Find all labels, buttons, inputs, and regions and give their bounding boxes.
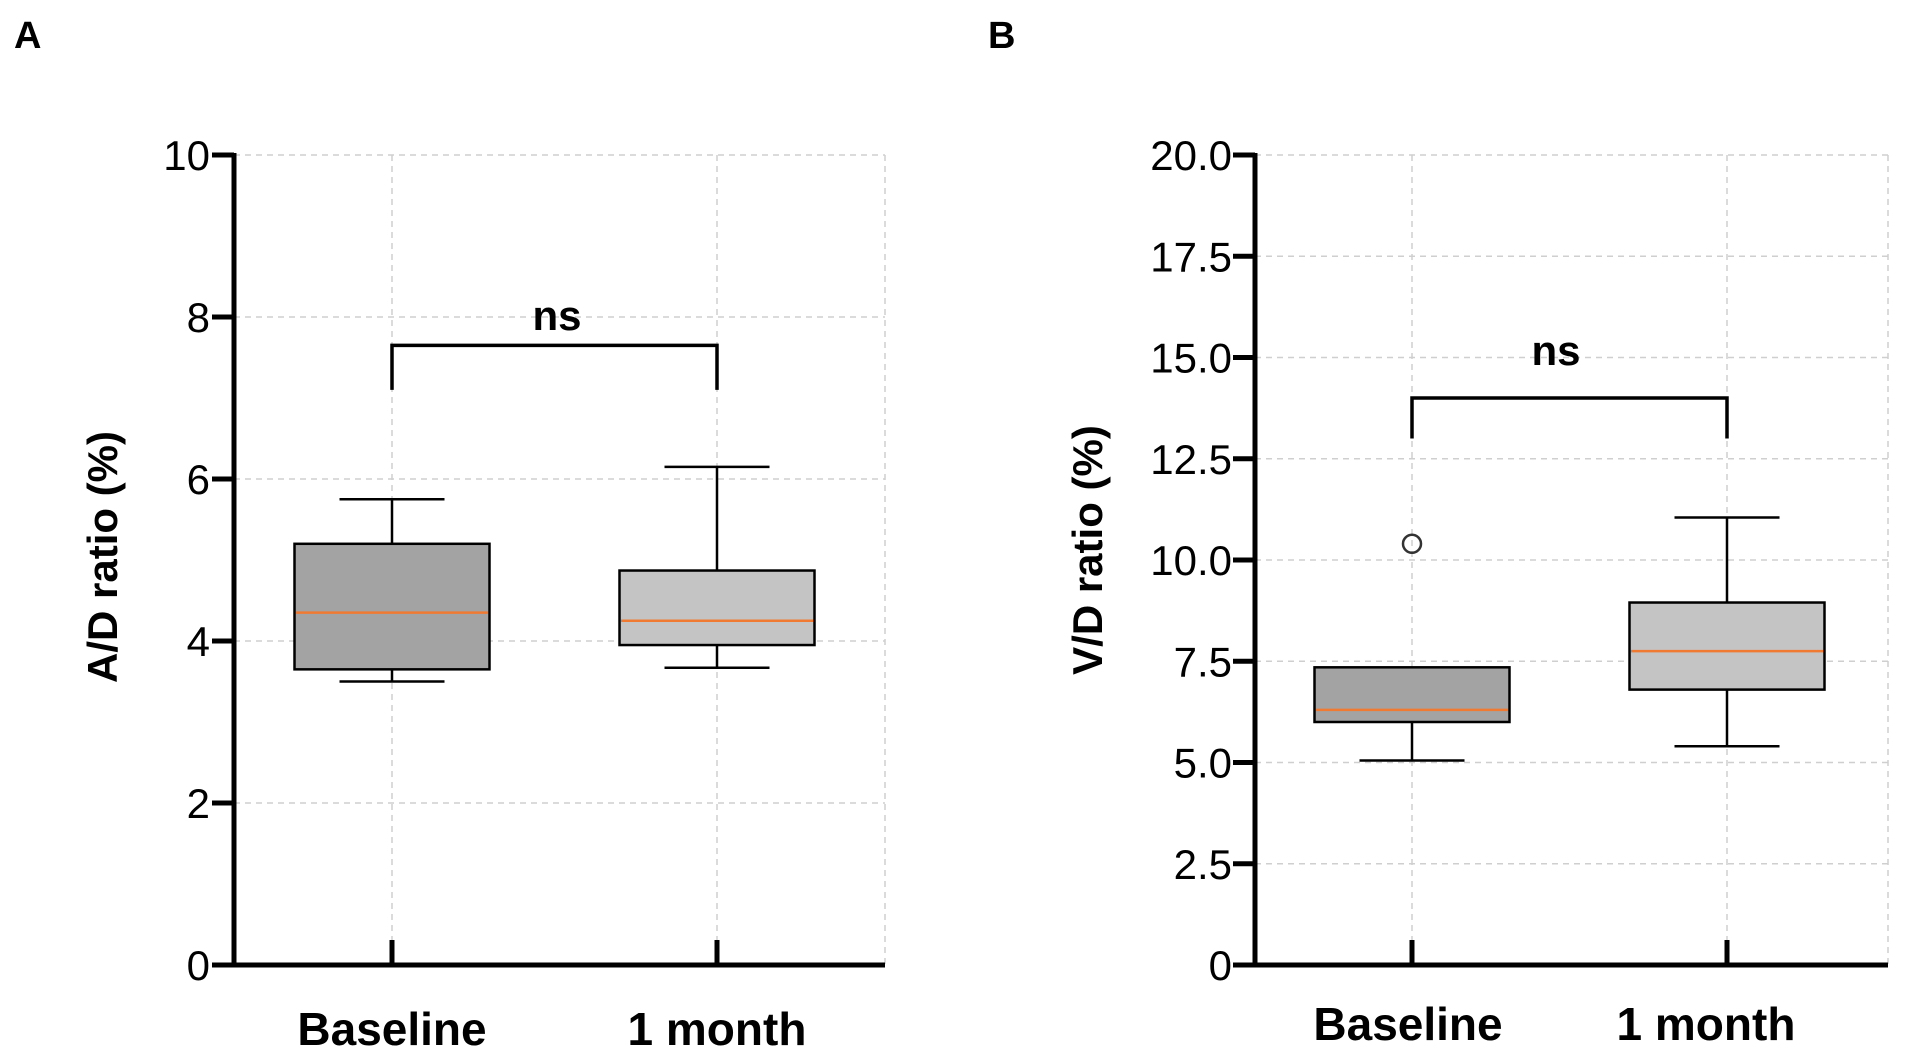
panel-a-significance-label: ns — [532, 292, 581, 339]
panel-a-ytick-labels: 0 2 4 6 8 10 — [163, 132, 210, 989]
panel-b: B 0 2.5 5.0 7.5 10.0 12.5 15.0 17.5 20.0 Baselin… — [988, 15, 1889, 1050]
panel-b-1-month-box — [1628, 601, 1826, 691]
panel-a: A 0 2 4 6 8 10 Baseline 1 month A/D ratio (%)… — [14, 15, 886, 1055]
panel-b-axes — [1233, 152, 1888, 968]
panel-a-y-axis-label: A/D ratio (%) — [79, 431, 126, 683]
panel-b-ytick-labels: 0 2.5 5.0 7.5 10.0 12.5 15.0 17.5 20.0 — [1150, 132, 1232, 989]
panel-a-ytick-label-0: 0 — [187, 942, 210, 989]
panel-a-ytick-label-2: 4 — [187, 618, 210, 665]
panel-a-boxes — [293, 465, 816, 683]
panel-b-ytick-label-2: 5.0 — [1174, 740, 1232, 787]
panel-a-significance-bracket — [390, 343, 719, 390]
panel-a-ytick-label-5: 10 — [163, 132, 210, 179]
panel-b-xtick-label-1-month: 1 month — [1617, 998, 1796, 1050]
panel-a-ytick-label-3: 6 — [187, 456, 210, 503]
panel-b-xtick-label-baseline: Baseline — [1313, 998, 1502, 1050]
panel-a-xtick-label-baseline: Baseline — [297, 1003, 486, 1055]
panel-a-ytick-label-1: 2 — [187, 780, 210, 827]
panel-b-ytick-label-3: 7.5 — [1174, 638, 1232, 685]
panel-b-grid — [1255, 154, 1889, 965]
panel-a-significance — [390, 343, 719, 390]
panel-b-y-axis-label: V/D ratio (%) — [1064, 425, 1111, 675]
panel-b-ytick-label-8: 20.0 — [1150, 132, 1232, 179]
panel-b-ytick-label-5: 12.5 — [1150, 436, 1232, 483]
panel-a-axes — [212, 152, 885, 968]
panel-b-ytick-label-4: 10.0 — [1150, 537, 1232, 584]
panel-b-baseline-outlier-0 — [1401, 533, 1423, 555]
panel-b-ytick-label-6: 15.0 — [1150, 335, 1232, 382]
panel-a-ytick-label-4: 8 — [187, 294, 210, 341]
panel-a-xtick-label-1-month: 1 month — [628, 1003, 807, 1055]
panel-b-ytick-label-7: 17.5 — [1150, 233, 1232, 280]
panel-b-boxes — [1313, 516, 1826, 762]
panel-b-ytick-label-0: 0 — [1209, 942, 1232, 989]
panel-b-baseline-box — [1313, 666, 1511, 724]
panel-b-significance-label: ns — [1531, 327, 1580, 374]
panel-b-significance-bracket — [1410, 396, 1729, 439]
panel-b-ytick-label-1: 2.5 — [1174, 841, 1232, 888]
panel-a-label: A — [14, 15, 41, 57]
panel-b-label: B — [988, 15, 1015, 57]
panel-a-baseline-box — [293, 542, 491, 671]
panel-a-1-month-box — [618, 569, 816, 647]
panel-b-significance — [1410, 396, 1729, 439]
